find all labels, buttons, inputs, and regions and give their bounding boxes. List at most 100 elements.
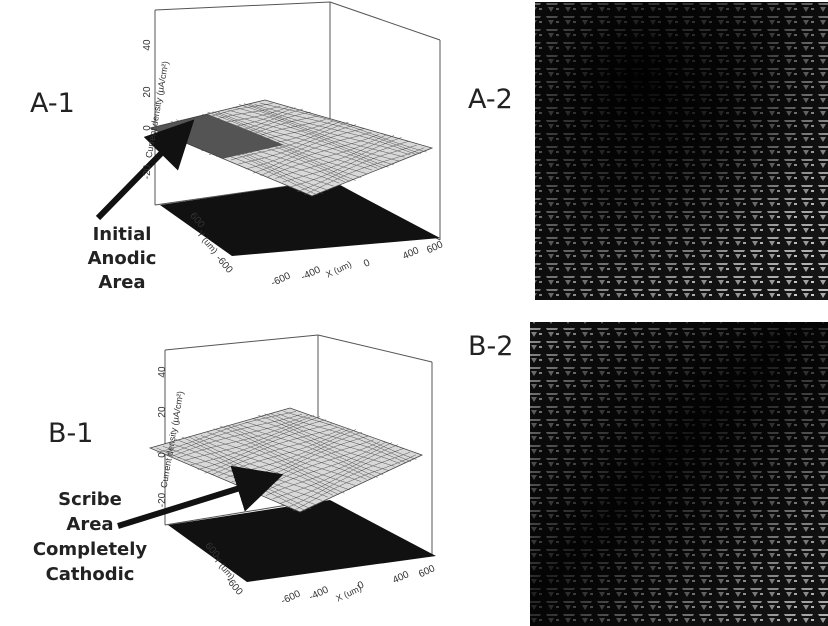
- annotation-line: Completely: [33, 539, 148, 560]
- z-tick-label: 0: [142, 125, 153, 131]
- x-tick-label: 400: [391, 569, 411, 586]
- pointer-arrow: [117, 465, 284, 529]
- mesh-line: [267, 134, 387, 178]
- mesh-line: [277, 413, 412, 462]
- y-tick-label: -600: [223, 575, 245, 598]
- mesh-line: [170, 414, 309, 458]
- mesh-line: [201, 115, 319, 152]
- mesh-line: [293, 454, 417, 511]
- mesh-line: [216, 120, 334, 157]
- mesh-line: [194, 111, 311, 147]
- x-axis-label: X (um): [324, 259, 353, 279]
- mesh-line: [181, 119, 345, 183]
- surface: [148, 99, 434, 197]
- mesh-line: [304, 147, 425, 195]
- z-tick-label: -20: [157, 492, 168, 507]
- mesh-line: [226, 424, 367, 480]
- image-b2: [530, 322, 828, 626]
- image-a2: [535, 2, 828, 300]
- mesh-line: [286, 452, 411, 509]
- annotation-line: Area: [98, 272, 145, 293]
- mesh-line: [217, 112, 384, 169]
- mesh-line: [200, 435, 345, 494]
- axis-frame: [164, 334, 319, 351]
- mesh-line: [264, 413, 400, 464]
- mesh-line: [244, 103, 411, 156]
- mesh-line: [258, 414, 395, 467]
- mesh-line: [204, 426, 339, 474]
- annotation-line: Initial: [93, 224, 152, 245]
- mesh-line: [249, 103, 416, 155]
- mesh-line: [207, 432, 350, 491]
- mesh-line: [245, 128, 364, 170]
- mesh-line: [186, 108, 304, 142]
- panel-label: B-2: [468, 331, 513, 362]
- floor-map: [168, 500, 436, 582]
- mesh-line: [196, 117, 362, 178]
- mesh-line: [213, 428, 356, 486]
- z-tick-label: 40: [142, 39, 153, 51]
- mesh-line: [194, 436, 339, 495]
- mesh-line: [279, 448, 405, 504]
- z-tick-label: 40: [157, 366, 168, 378]
- x-tick-label: 0: [356, 579, 366, 592]
- mesh-line: [223, 121, 342, 159]
- mesh-line: [297, 144, 417, 192]
- z-tick-label: 0: [157, 452, 168, 458]
- mesh-line: [283, 411, 417, 460]
- mesh-line: [176, 119, 340, 184]
- x-tick-label: 600: [417, 563, 437, 580]
- annotation-line: Scribe: [58, 489, 122, 510]
- z-tick-label: 20: [157, 406, 168, 418]
- mesh-line: [289, 140, 410, 188]
- mesh-line: [238, 104, 405, 158]
- axis-frame: [329, 1, 441, 41]
- annotation-line: Anodic: [88, 248, 157, 269]
- x-tick-label: -600: [280, 588, 303, 607]
- annotation-line: Area: [66, 514, 113, 535]
- mesh-line: [170, 121, 334, 187]
- mesh-line: [208, 119, 326, 155]
- mesh-line: [202, 113, 367, 174]
- mesh-line: [156, 411, 297, 453]
- panel-label: B-1: [48, 418, 93, 449]
- floor-map: [160, 180, 440, 256]
- mesh-line: [211, 428, 345, 476]
- mesh-line: [230, 121, 349, 161]
- mesh-line: [191, 119, 356, 181]
- mesh-line: [253, 132, 372, 174]
- x-axis-label: X (um): [334, 583, 363, 603]
- mesh-line: [177, 415, 315, 459]
- axis-frame: [317, 334, 433, 363]
- mesh-line: [270, 413, 406, 463]
- mesh-line: [282, 137, 402, 183]
- mesh-line: [259, 102, 427, 153]
- z-tick-label: -20: [142, 164, 153, 179]
- annotation-line: Cathodic: [46, 564, 135, 585]
- mesh-line: [223, 111, 389, 168]
- x-tick-label: 400: [401, 245, 421, 262]
- x-tick-label: -400: [308, 584, 331, 603]
- x-tick-label: -600: [270, 270, 293, 289]
- mesh-line: [272, 444, 399, 500]
- pointer-arrow: [95, 119, 195, 221]
- panel-label: A-1: [30, 88, 75, 119]
- mesh-line: [238, 124, 357, 165]
- y-tick-label: -600: [213, 253, 235, 276]
- panel-label: A-2: [468, 84, 513, 115]
- mesh-line: [186, 120, 351, 182]
- z-tick-label: 20: [142, 86, 153, 98]
- x-tick-label: -400: [300, 264, 323, 283]
- mesh-line: [254, 104, 422, 155]
- mesh-line: [239, 424, 378, 478]
- mesh-line: [212, 111, 378, 169]
- mesh-line: [232, 424, 373, 479]
- axis-frame: [154, 1, 331, 11]
- mesh-line: [260, 134, 379, 176]
- mesh-line: [190, 419, 327, 466]
- x-tick-label: 600: [425, 239, 445, 256]
